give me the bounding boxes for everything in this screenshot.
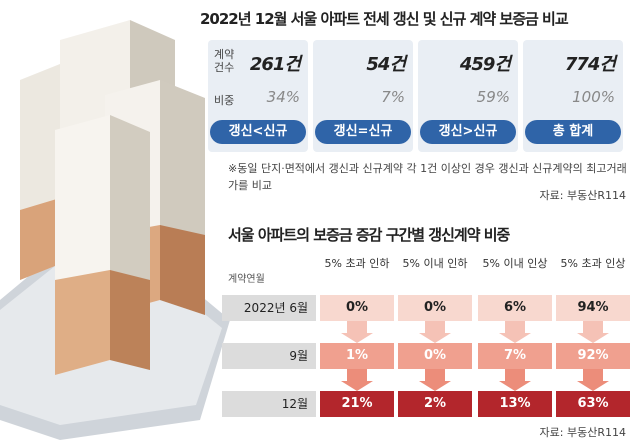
row-label: 2022년 6월: [222, 295, 316, 321]
arrow: [341, 369, 373, 391]
cell: 2%: [398, 391, 472, 417]
arrow: [499, 321, 531, 343]
row-label: 12월: [222, 391, 316, 417]
row-label: 계약 건수: [214, 48, 235, 74]
count: 774건: [564, 54, 616, 75]
column-header: 5% 이내 인하: [402, 257, 468, 270]
column-header: 5% 이내 인상: [482, 257, 548, 270]
cell: 0%: [398, 295, 472, 321]
cell: 21%: [320, 391, 394, 417]
category-label: 총 합계: [525, 120, 621, 144]
category-label: 갱신<신규: [210, 120, 306, 144]
source: 자료: 부동산R114: [539, 189, 626, 202]
cell: 94%: [556, 295, 630, 321]
share: 59%: [476, 88, 510, 106]
source: 자료: 부동산R114: [539, 426, 626, 439]
column-header: 5% 초과 인하: [324, 257, 390, 270]
cell: 13%: [478, 391, 552, 417]
illustration: [0, 20, 230, 440]
count: 261건: [249, 54, 301, 75]
arrow: [577, 369, 609, 391]
count: 54건: [366, 54, 406, 75]
column-header: 5% 초과 인상: [560, 257, 626, 270]
cell: 7%: [478, 343, 552, 369]
share: 34%: [266, 88, 300, 106]
cell: 63%: [556, 391, 630, 417]
section-title: 서울 아파트의 보증금 증감 구간별 갱신계약 비중: [228, 226, 510, 244]
arrow: [419, 321, 451, 343]
category-label: 갱신>신규: [420, 120, 516, 144]
count: 459건: [459, 54, 511, 75]
arrow: [419, 369, 451, 391]
buildings: [20, 20, 205, 375]
row-label: 9월: [222, 343, 316, 369]
cell: 0%: [398, 343, 472, 369]
arrow: [341, 321, 373, 343]
cell: 1%: [320, 343, 394, 369]
cell: 0%: [320, 295, 394, 321]
share: 7%: [381, 88, 405, 106]
note: ※동일 단지·면적에서 갱신과 신규계약 각 1건 이상인 경우 갱신과 신규계…: [228, 162, 627, 192]
title: 2022년 12월 서울 아파트 전세 갱신 및 신규 계약 보증금 비교: [200, 10, 569, 28]
corner-label: 계약연월: [228, 274, 265, 285]
arrow: [577, 321, 609, 343]
share: 100%: [572, 88, 615, 106]
cell: 92%: [556, 343, 630, 369]
row-label: 비중: [214, 94, 235, 107]
category-label: 갱신=신규: [315, 120, 411, 144]
arrow: [499, 369, 531, 391]
cell: 6%: [478, 295, 552, 321]
